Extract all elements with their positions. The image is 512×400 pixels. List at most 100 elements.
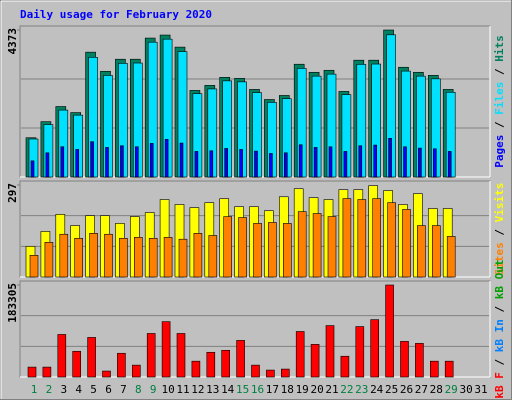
legend-separator: / — [493, 115, 506, 135]
bar — [72, 350, 81, 378]
x-tick-label: 7 — [120, 383, 127, 396]
bar — [149, 143, 154, 178]
bar — [295, 331, 305, 378]
x-tick-label: 24 — [370, 383, 384, 396]
bar — [44, 242, 54, 278]
bar — [370, 319, 380, 378]
legend-separator: / — [493, 222, 506, 242]
bar — [327, 216, 337, 278]
bar — [312, 213, 322, 278]
bar — [27, 366, 37, 378]
x-tick-label: 8 — [135, 383, 142, 396]
x-tick-label: 25 — [385, 383, 398, 396]
x-tick-label: 10 — [161, 383, 174, 396]
legend-entry: Pages — [493, 135, 506, 168]
x-tick-label: 1 — [31, 383, 38, 396]
bar — [402, 209, 411, 278]
bar — [134, 237, 143, 278]
bar — [282, 223, 292, 278]
bar — [132, 364, 141, 378]
bar — [357, 199, 367, 278]
x-tick-label: 4 — [75, 383, 82, 396]
x-tick-label: 2 — [46, 383, 53, 396]
x-tick-label: 30 — [459, 383, 472, 396]
y-tick-label: 183305 — [6, 283, 19, 323]
bar — [193, 233, 203, 278]
bar — [87, 337, 96, 378]
x-tick-label: 16 — [251, 383, 264, 396]
bar — [206, 351, 216, 378]
bar — [313, 147, 318, 178]
bar — [208, 235, 218, 278]
bar — [385, 284, 394, 378]
bar — [251, 364, 260, 378]
bar — [60, 146, 65, 178]
x-tick-label: 17 — [266, 383, 279, 396]
x-tick-label: 12 — [191, 383, 204, 396]
bar — [342, 198, 352, 278]
bar — [224, 148, 228, 178]
x-tick-label: 27 — [415, 383, 428, 396]
x-tick-label: 21 — [325, 383, 338, 396]
panel — [19, 280, 491, 378]
bar — [417, 225, 426, 278]
bar — [343, 151, 348, 178]
legend: Pages / Files / Hits — [493, 35, 506, 168]
x-tick-label: 6 — [105, 383, 112, 396]
bar — [400, 341, 409, 378]
bar — [90, 141, 94, 178]
bar — [163, 237, 173, 278]
x-tick-label: 28 — [430, 383, 443, 396]
bar — [209, 150, 214, 178]
x-tick-label: 11 — [176, 383, 189, 396]
x-tick-label: 3 — [60, 383, 67, 396]
bar — [57, 334, 67, 378]
legend-entry: Sites — [493, 242, 506, 275]
bar — [268, 222, 277, 278]
bar — [221, 349, 230, 378]
x-tick-label: 31 — [474, 383, 487, 396]
x-tick-label: 23 — [355, 383, 368, 396]
bar — [340, 355, 350, 378]
bar — [297, 211, 307, 278]
bar — [447, 151, 452, 178]
legend: kB F / kB In / kB Out — [493, 259, 506, 398]
legend-entry: Hits — [493, 35, 506, 62]
bar — [117, 352, 126, 378]
bar — [446, 236, 456, 278]
bar — [42, 366, 52, 378]
legend-separator: / — [493, 352, 506, 372]
bar — [280, 368, 290, 378]
bar — [135, 146, 139, 178]
bar — [372, 198, 382, 278]
bar — [254, 150, 258, 178]
bar — [432, 148, 437, 178]
bar — [120, 145, 124, 178]
bar — [119, 237, 128, 278]
bar — [418, 147, 422, 178]
x-tick-label: 13 — [206, 383, 219, 396]
bar — [75, 149, 79, 178]
bar — [387, 202, 396, 278]
bar — [30, 160, 35, 178]
legend-separator: / — [493, 299, 506, 319]
bar — [161, 321, 171, 378]
bar — [403, 146, 407, 178]
bar — [191, 360, 201, 378]
bar — [59, 233, 69, 278]
bar — [29, 255, 39, 278]
bar — [328, 146, 333, 178]
bar — [238, 217, 247, 278]
x-tick-label: 19 — [296, 383, 309, 396]
chart-title: Daily usage for February 2020 — [20, 8, 212, 21]
bar — [164, 139, 169, 178]
x-tick-label: 15 — [236, 383, 249, 396]
bar — [355, 326, 365, 378]
bar — [102, 370, 111, 378]
x-tick-label: 5 — [90, 383, 97, 396]
bar — [373, 144, 378, 178]
bar — [105, 147, 109, 178]
bar — [74, 237, 83, 278]
bar — [104, 233, 113, 278]
bar — [45, 152, 50, 178]
